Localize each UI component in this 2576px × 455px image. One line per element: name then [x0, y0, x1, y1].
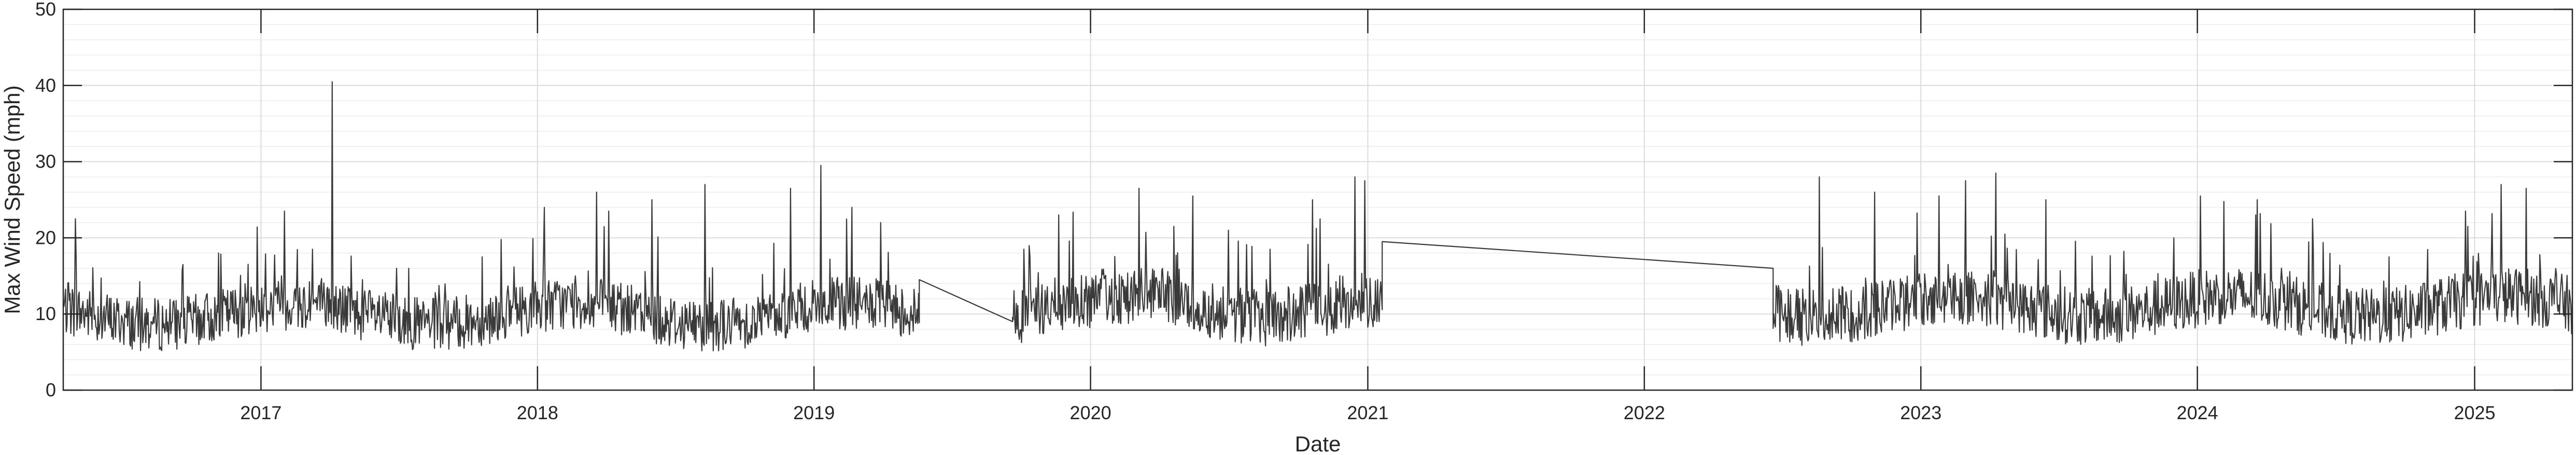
y-tick-label: 20	[35, 227, 56, 248]
y-tick-label: 30	[35, 151, 56, 172]
grid	[63, 9, 2572, 391]
series-line	[62, 81, 2573, 352]
y-axis-label: Max Wind Speed (mph)	[0, 85, 24, 314]
series-group	[62, 81, 2573, 352]
y-tick-label: 50	[35, 0, 56, 20]
x-tick-label: 2022	[1624, 402, 1665, 423]
x-tick-label: 2025	[2454, 402, 2495, 423]
plot-area	[62, 8, 2573, 391]
y-tick-label: 40	[35, 75, 56, 96]
x-tick-label: 2018	[517, 402, 558, 423]
y-tick-label: 10	[35, 303, 56, 324]
x-tick-label: 2023	[1900, 402, 1941, 423]
x-tick-label: 2024	[2177, 402, 2218, 423]
x-tick-label: 2020	[1070, 402, 1111, 423]
y-tick-label: 0	[46, 379, 56, 401]
x-axis-label: Date	[1295, 432, 1341, 455]
x-tick-label: 2017	[240, 402, 281, 423]
axis-ticks: 0 10 20 30 40 50 2017 2018 2019 2020 2021 2022 2023 2…	[35, 0, 2572, 423]
x-tick-label: 2021	[1347, 402, 1388, 423]
x-tick-label: 2019	[793, 402, 835, 423]
